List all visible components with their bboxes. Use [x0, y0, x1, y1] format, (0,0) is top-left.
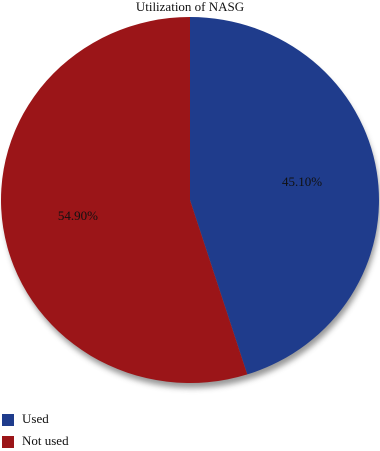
chart-title: Utilization of NASG — [136, 0, 244, 14]
legend-label: Used — [22, 411, 49, 426]
legend-label: Not used — [22, 433, 69, 448]
data-label: 54.90% — [58, 208, 98, 223]
legend-swatch — [2, 436, 14, 448]
pie-slice — [190, 17, 379, 375]
pie-slice — [0, 17, 248, 384]
data-label: 45.10% — [282, 174, 322, 189]
legend-swatch — [2, 414, 14, 426]
